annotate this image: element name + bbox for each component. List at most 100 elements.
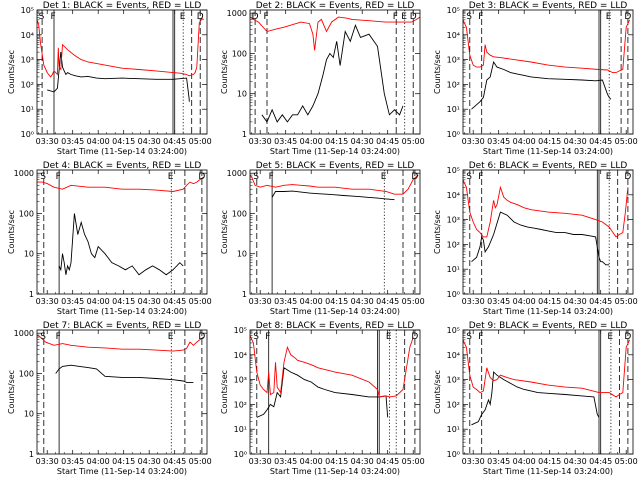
plot-frame bbox=[249, 329, 421, 455]
y-tick-label: 10² bbox=[447, 240, 460, 249]
marker-letter: D bbox=[198, 332, 205, 342]
chart-title: Det 7: BLACK = Events, RED = LLD bbox=[43, 321, 202, 331]
plot-area bbox=[250, 330, 416, 454]
series-events bbox=[471, 371, 600, 426]
y-tick-label: 100 bbox=[232, 209, 247, 218]
y-tick-label: 10⁵ bbox=[234, 326, 247, 335]
marker-letter: F bbox=[265, 332, 270, 342]
x-tick-label: 03:45 bbox=[61, 137, 84, 146]
y-axis-label: Counts/sec bbox=[7, 370, 16, 414]
x-tick-label: 04:30 bbox=[564, 457, 587, 466]
y-tick-label: 10⁴ bbox=[447, 31, 460, 40]
plot-frame bbox=[249, 9, 421, 135]
x-tick-label: 04:45 bbox=[376, 297, 399, 306]
x-tick-label: 04:00 bbox=[300, 297, 323, 306]
marker-letter: E bbox=[401, 12, 407, 22]
x-tick-label: 05:00 bbox=[615, 457, 638, 466]
x-tick-label: 03:45 bbox=[487, 297, 510, 306]
x-tick-label: 04:15 bbox=[538, 297, 561, 306]
marker-letter: F bbox=[478, 332, 483, 342]
x-tick-label: 04:30 bbox=[564, 137, 587, 146]
plot-area bbox=[250, 170, 419, 294]
marker-letter: D bbox=[624, 172, 631, 182]
x-tick-label: 04:30 bbox=[138, 457, 161, 466]
y-tick-label: 10⁵ bbox=[447, 6, 460, 15]
y-tick-label: 1 bbox=[242, 290, 247, 299]
x-tick-label: 04:00 bbox=[87, 457, 110, 466]
y-axis-label: Counts/sec bbox=[433, 50, 442, 94]
series-lld bbox=[250, 335, 414, 398]
x-tick-label: 04:45 bbox=[589, 137, 612, 146]
x-tick-label: 04:30 bbox=[351, 297, 374, 306]
x-tick-label: 04:00 bbox=[87, 137, 110, 146]
y-axis-label: Counts/sec bbox=[433, 210, 442, 254]
x-tick-label: 04:00 bbox=[300, 457, 323, 466]
x-axis-label: Start Time (11-Sep-14 03:24:00) bbox=[483, 147, 613, 156]
y-tick-label: 1 bbox=[242, 130, 247, 139]
chart-title: Det 2: BLACK = Events, RED = LLD bbox=[256, 1, 415, 11]
y-tick-label: 10¹ bbox=[447, 425, 460, 434]
x-axis-label: Start Time (11-Sep-14 03:24:00) bbox=[270, 307, 400, 316]
y-tick-label: 10⁰ bbox=[234, 450, 247, 459]
plot-area bbox=[37, 170, 204, 294]
y-tick-label: 10¹ bbox=[447, 105, 460, 114]
plot-frame bbox=[36, 329, 208, 455]
chart-panel-7: Det 7: BLACK = Events, RED = LLD Counts/s… bbox=[7, 321, 212, 476]
y-tick-label: 1000 bbox=[14, 169, 34, 178]
x-tick-label: 03:30 bbox=[36, 457, 59, 466]
x-tick-label: 04:30 bbox=[138, 137, 161, 146]
x-axis-label: Start Time (11-Sep-14 03:24:00) bbox=[270, 467, 400, 476]
marker-letter: F bbox=[393, 12, 398, 22]
y-axis-label: Counts/sec bbox=[7, 50, 16, 94]
x-tick-label: 05:00 bbox=[615, 297, 638, 306]
y-tick-label: 10⁰ bbox=[21, 130, 34, 139]
y-tick-label: 10⁵ bbox=[21, 6, 34, 15]
marker-letter: S bbox=[40, 172, 46, 182]
y-tick-label: 10⁴ bbox=[21, 31, 34, 40]
chart-panel-8: Det 8: BLACK = Events, RED = LLD Counts/s… bbox=[220, 321, 425, 476]
x-tick-label: 04:45 bbox=[376, 457, 399, 466]
chart-title: Det 9: BLACK = Events, RED = LLD bbox=[469, 321, 628, 331]
plot-area bbox=[37, 330, 204, 454]
x-tick-label: 03:30 bbox=[249, 137, 272, 146]
series-lld bbox=[463, 179, 629, 238]
x-tick-label: 05:00 bbox=[402, 297, 425, 306]
x-tick-label: 04:15 bbox=[112, 457, 135, 466]
y-tick-label: 10² bbox=[234, 400, 247, 409]
series-lld bbox=[463, 339, 631, 398]
x-axis-label: Start Time (11-Sep-14 03:24:00) bbox=[483, 467, 613, 476]
series-lld bbox=[37, 176, 204, 192]
series-lld bbox=[250, 174, 419, 195]
chart-panel-9: Det 9: BLACK = Events, RED = LLD Counts/s… bbox=[433, 321, 638, 476]
y-axis-label: Counts/sec bbox=[220, 370, 229, 414]
y-tick-label: 10³ bbox=[21, 56, 34, 65]
x-tick-label: 05:00 bbox=[402, 457, 425, 466]
chart-title: Det 8: BLACK = Events, RED = LLD bbox=[256, 321, 415, 331]
y-tick-label: 10¹ bbox=[447, 265, 460, 274]
x-tick-label: 03:45 bbox=[61, 297, 84, 306]
series-events bbox=[256, 367, 389, 418]
x-axis-label: Start Time (11-Sep-14 03:24:00) bbox=[483, 307, 613, 316]
series-lld bbox=[37, 334, 204, 352]
x-tick-label: 04:00 bbox=[87, 297, 110, 306]
x-tick-label: 03:45 bbox=[274, 297, 297, 306]
marker-letter: S bbox=[466, 12, 472, 22]
series-events bbox=[471, 211, 610, 266]
marker-letter: D bbox=[197, 12, 204, 22]
marker-letter: F bbox=[478, 12, 483, 22]
marker-letter: D bbox=[411, 332, 418, 342]
x-axis-label: Start Time (11-Sep-14 03:24:00) bbox=[57, 147, 187, 156]
chart-title: Det 3: BLACK = Events, RED = LLD bbox=[469, 1, 628, 11]
marker-letter: S bbox=[466, 332, 472, 342]
x-tick-label: 04:15 bbox=[112, 137, 135, 146]
x-tick-label: 04:15 bbox=[325, 297, 348, 306]
y-tick-label: 100 bbox=[19, 369, 34, 378]
y-axis-label: Counts/sec bbox=[220, 210, 229, 254]
marker-letter: E bbox=[606, 172, 612, 182]
x-tick-label: 04:30 bbox=[351, 137, 374, 146]
marker-letter: S bbox=[253, 332, 259, 342]
chart-panel-1: Det 1: BLACK = Events, RED = LLD Counts/s… bbox=[7, 1, 212, 156]
x-tick-label: 04:00 bbox=[513, 297, 536, 306]
